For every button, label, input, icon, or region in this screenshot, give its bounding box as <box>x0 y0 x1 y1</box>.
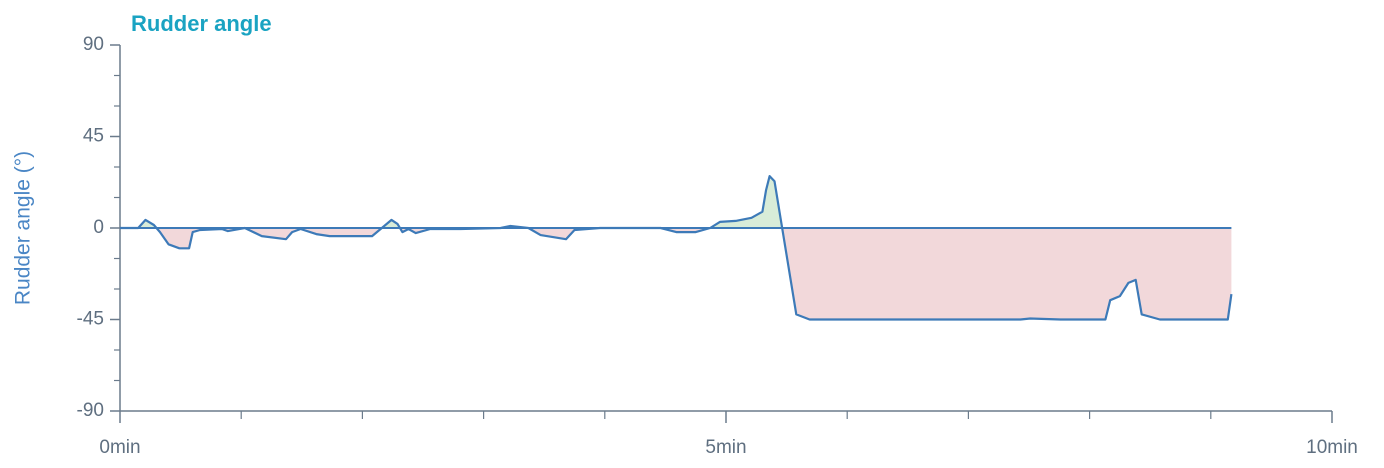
x-tick-label: 0min <box>99 437 140 458</box>
chart-title: Rudder angle <box>131 11 272 36</box>
y-tick-label: -90 <box>77 400 104 421</box>
y-tick-label: -45 <box>77 309 104 330</box>
y-axis-label: Rudder angle (°) <box>12 151 35 305</box>
x-tick-label: 10min <box>1306 437 1358 458</box>
x-tick-label: 5min <box>705 437 746 458</box>
negative-area <box>120 228 1232 320</box>
data-line <box>120 175 1233 321</box>
y-tick-label: 0 <box>93 217 104 238</box>
y-tick-label: 90 <box>83 34 104 55</box>
y-tick-label: 45 <box>83 126 104 147</box>
